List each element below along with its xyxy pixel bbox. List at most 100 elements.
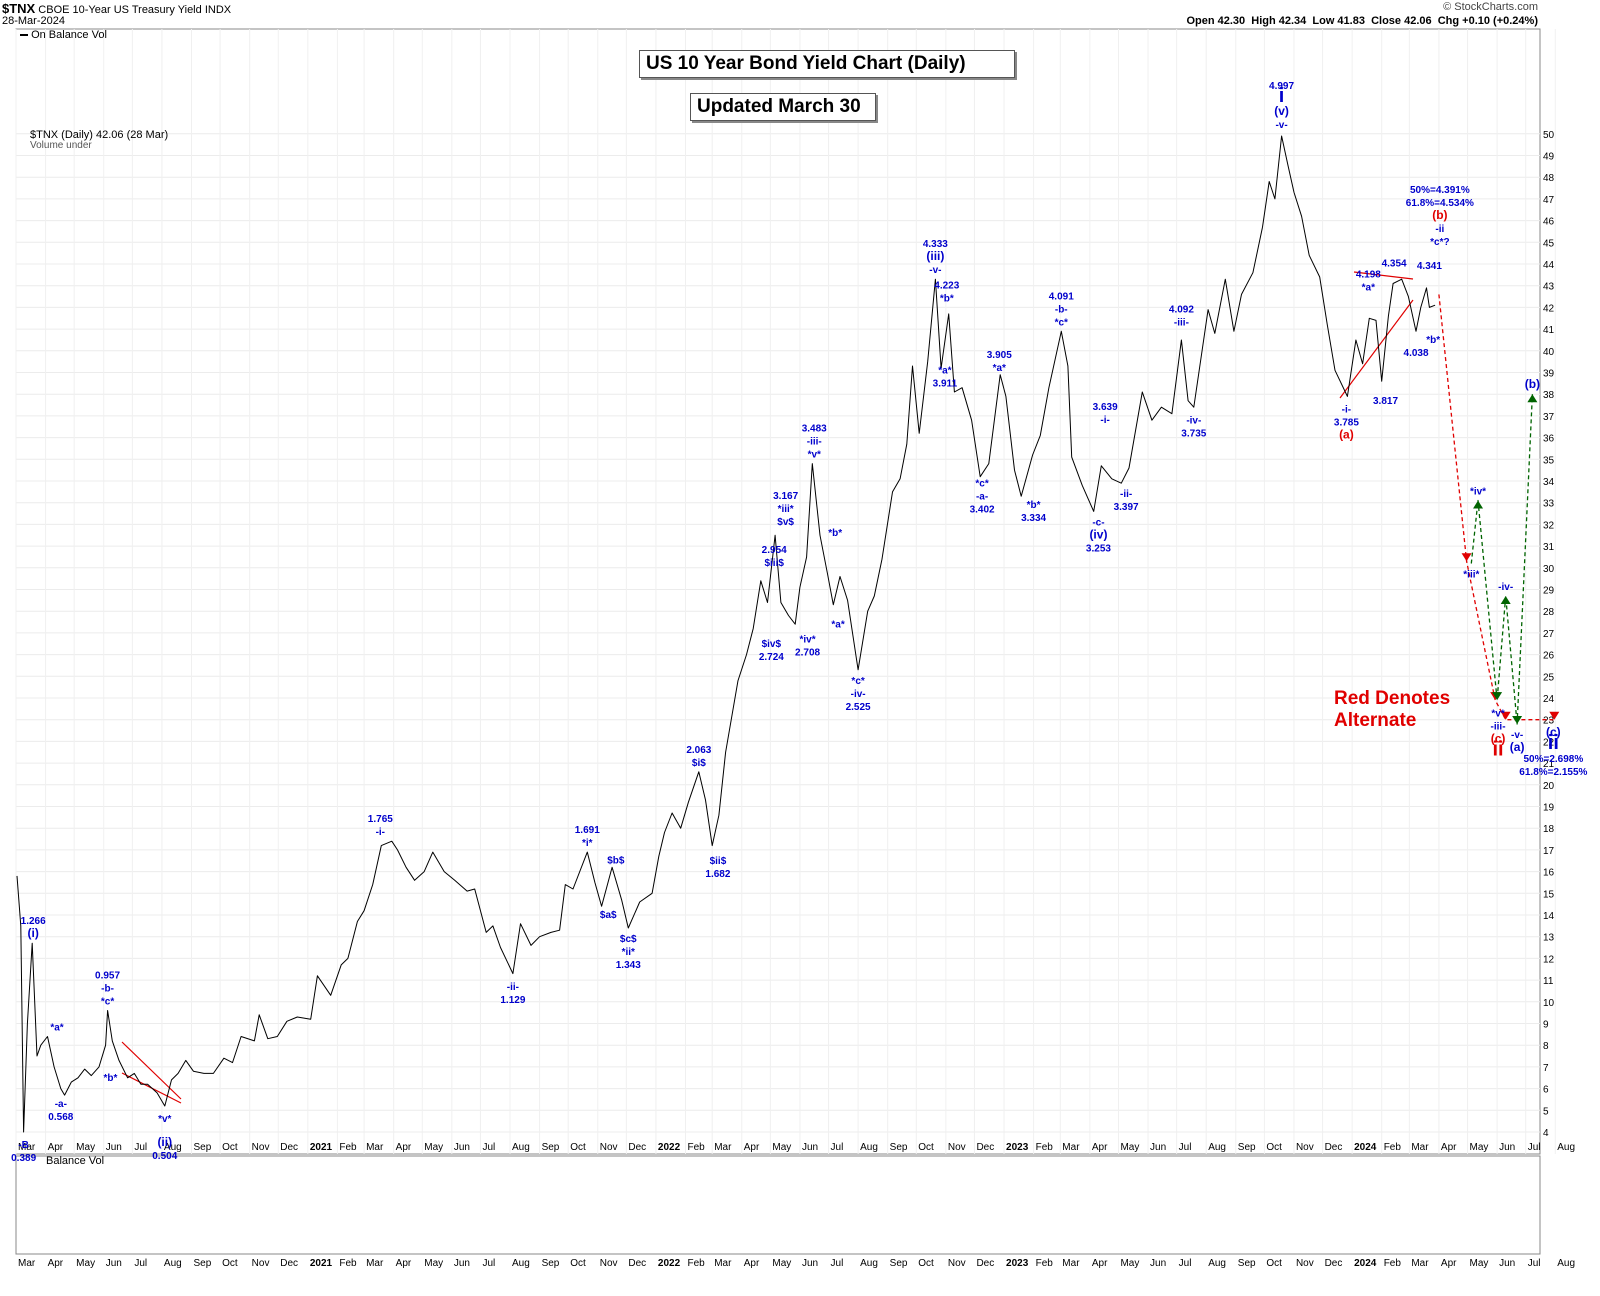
y-tick-label: 25 [1543,672,1555,683]
exchange: INDX [204,4,232,16]
wave-label: -iii- [1174,317,1189,328]
y-tick-label: 49 [1543,152,1555,163]
x-tick-label: Oct [1266,1142,1282,1153]
x-tick-label: Sep [542,1142,560,1153]
projection-arrowhead [1512,716,1523,725]
x-tick-label-lower: Aug [164,1258,182,1269]
x-tick-label: Oct [918,1142,934,1153]
x-tick-label-lower: Apr [744,1258,760,1269]
wave-label: -v- [1511,730,1523,741]
x-tick-label: Nov [252,1142,270,1153]
x-tick-label-lower: Nov [948,1258,966,1269]
y-tick-label: 40 [1543,347,1555,358]
wave-label: 3.167 [773,491,798,502]
wave-label: (iii) [926,249,944,263]
wave-label: *iv* [1470,487,1486,498]
chart-title-box: US 10 Year Bond Yield Chart (Daily) [639,50,1015,78]
x-tick-label: Jul [1528,1142,1541,1153]
x-tick-label: Jul [831,1142,844,1153]
x-tick-label-lower: Apr [48,1258,64,1269]
obv-legend: On Balance Vol [31,29,107,41]
x-tick-label: May [1120,1142,1139,1153]
wave-label: *iv* [800,635,816,646]
y-tick-label: 5 [1543,1106,1549,1117]
wave-label: *ii* [622,947,635,958]
wave-label: *c* [1055,317,1068,328]
wave-label: 1.765 [368,814,393,825]
y-tick-label: 32 [1543,520,1555,531]
x-tick-label-lower: May [424,1258,443,1269]
x-tick-label-lower: Jun [106,1258,122,1269]
y-tick-label: 13 [1543,933,1555,944]
wave-label: 3.735 [1181,428,1206,439]
y-tick-label: 20 [1543,781,1555,792]
x-tick-label-lower: 2023 [1006,1258,1029,1269]
x-tick-label: Jun [454,1142,470,1153]
x-tick-label: Mar [18,1142,36,1153]
wave-label: 4.223 [934,280,959,291]
wave-label: 0.957 [95,970,120,981]
y-tick-label: 35 [1543,455,1555,466]
x-tick-label-lower: Jun [802,1258,818,1269]
wave-label: 4.198 [1356,270,1381,281]
y-axis: 4567891011121314151617181920212223242526… [1543,130,1555,1139]
x-tick-label: 2021 [310,1142,333,1153]
instrument-name: CBOE 10-Year US Treasury Yield [38,4,202,16]
wave-label: *b* [940,293,954,304]
wave-label: (c) [1491,731,1506,745]
y-tick-label: 11 [1543,976,1554,987]
wave-label: $iii$ [764,558,784,569]
x-tick-label: Dec [976,1142,994,1153]
wave-label: 3.785 [1334,418,1359,429]
projection-arrowhead [1500,596,1511,605]
wave-label: $i$ [692,758,706,769]
wave-label: -i- [376,827,385,838]
wave-label: (i) [28,926,39,940]
x-tick-label-lower: 2024 [1354,1258,1377,1269]
y-tick-label: 27 [1543,629,1555,640]
obv-legend-swatch [20,34,28,37]
y-tick-label: 18 [1543,824,1555,835]
wave-label: 3.253 [1086,543,1111,554]
trendline-triangle-lower [1339,299,1414,399]
wave-label: 3.397 [1114,502,1139,513]
y-tick-label: 46 [1543,217,1555,228]
y-tick-label: 41 [1543,325,1555,336]
y-tick-label: 14 [1543,911,1555,922]
x-tick-label-lower: Mar [1062,1258,1080,1269]
x-tick-label-lower: 2021 [310,1258,333,1269]
wave-label: $a$ [600,910,617,921]
wave-label: *c* [101,996,114,1007]
wave-label: 0.389 [11,1153,36,1164]
x-tick-label: Nov [1296,1142,1314,1153]
wave-label: -i- [1342,405,1351,416]
wave-label: *v* [158,1114,171,1125]
wave-label: *i* [582,838,593,849]
lower-panel-frame [15,1155,1541,1255]
x-tick-label: May [772,1142,791,1153]
x-tick-label-lower: Jul [831,1258,844,1269]
y-tick-label: 24 [1543,694,1555,705]
x-tick-label-lower: Apr [1441,1258,1457,1269]
wave-label: 2.954 [762,545,787,556]
x-tick-label-lower: Aug [1208,1258,1226,1269]
wave-label: -iii- [1491,721,1506,732]
symbol: $TNX [2,1,36,16]
wave-label: (a) [1339,428,1354,442]
y-tick-label: 28 [1543,607,1555,618]
y-tick-label: 44 [1543,260,1555,271]
copyright: © StockCharts.com [1443,1,1538,13]
wave-label: -iv- [1498,582,1513,593]
x-tick-label: Dec [280,1142,298,1153]
y-tick-label: 23 [1543,716,1555,727]
x-tick-label-lower: Aug [512,1258,530,1269]
wave-label: -iii- [807,437,822,448]
wave-label: (b) [1432,208,1447,222]
x-tick-label-lower: Nov [600,1258,618,1269]
wave-label: 4.091 [1049,291,1074,302]
projection-arrowhead [1527,394,1538,403]
ohlc-readout: Open 42.30 High 42.34 Low 41.83 Close 42… [1186,15,1538,27]
wave-label: i [1279,85,1285,107]
wave-label: 1.343 [616,960,641,971]
